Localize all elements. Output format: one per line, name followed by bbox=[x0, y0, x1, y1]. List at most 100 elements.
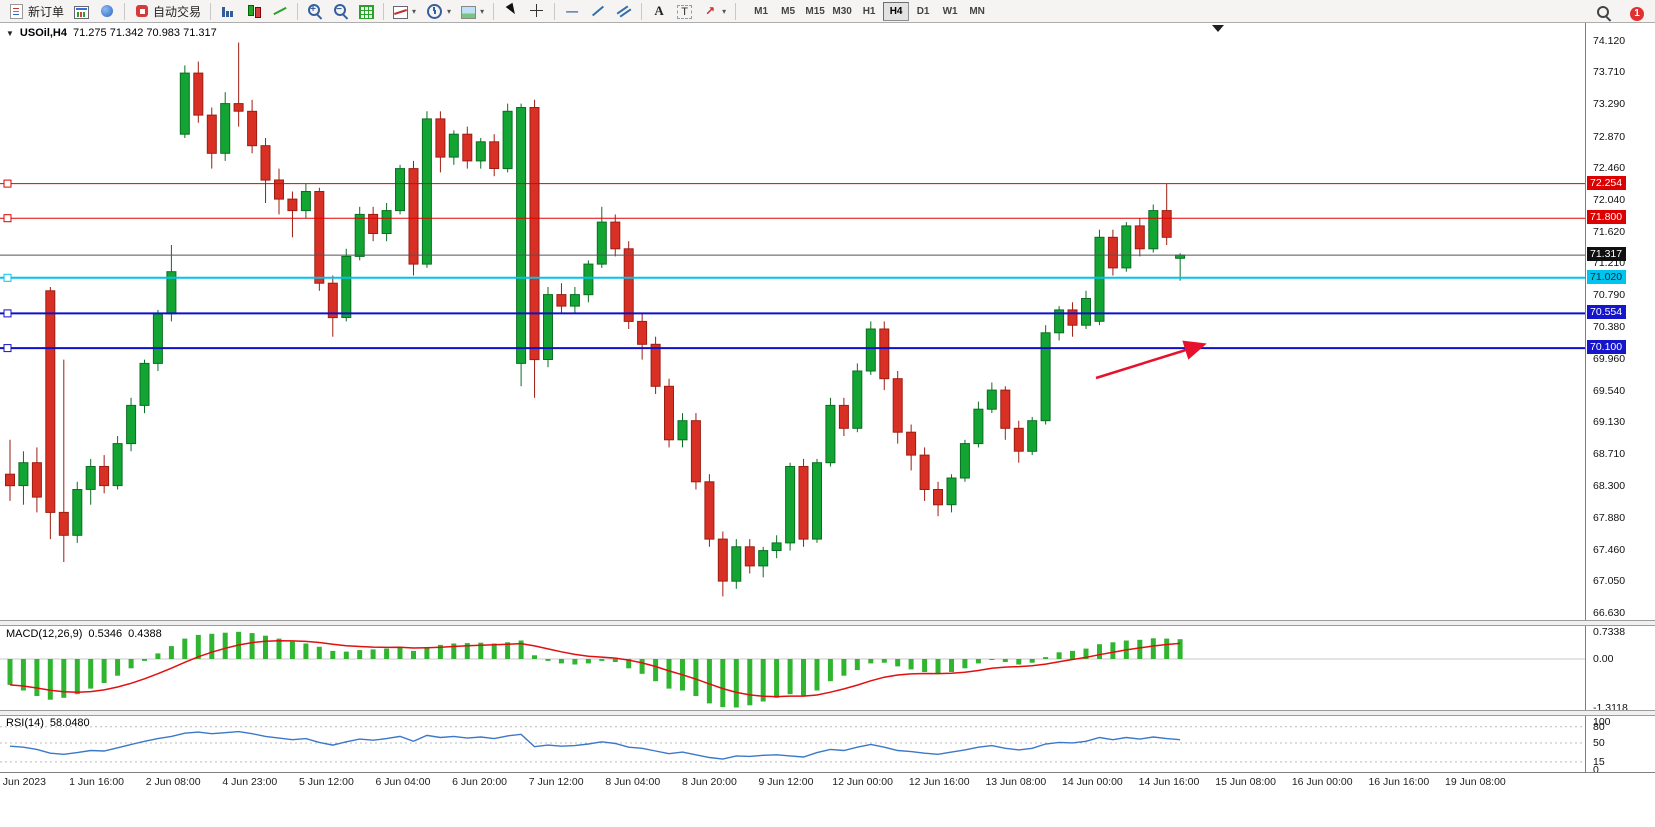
time-axis-label: 12 Jun 16:00 bbox=[908, 776, 970, 788]
notifications-button[interactable]: 1 bbox=[1625, 2, 1649, 24]
macd-axis-label: 0.7338 bbox=[1593, 625, 1626, 638]
arrows-button[interactable]: ↗ ▾ bbox=[697, 0, 731, 22]
panel-separator[interactable] bbox=[0, 620, 1655, 626]
tile-windows-button[interactable] bbox=[354, 0, 379, 22]
trendline-button[interactable] bbox=[585, 0, 611, 22]
arrowtool-icon: ↗ bbox=[705, 4, 716, 18]
toolbar-separator bbox=[493, 2, 495, 20]
timeframe-h1[interactable]: H1 bbox=[862, 5, 876, 17]
new-order-button[interactable]: 新订单 bbox=[3, 0, 69, 22]
macd-legend: MACD(12,26,9) 0.5346 0.4388 bbox=[6, 628, 162, 640]
doc-icon bbox=[10, 3, 23, 19]
rsi-axis-label: 50 bbox=[1593, 737, 1605, 749]
candles-group bbox=[5, 42, 1186, 597]
panel-separator[interactable] bbox=[0, 710, 1655, 716]
horizontal-line-button[interactable]: — bbox=[559, 0, 585, 22]
toolbar: 新订单 自动交易 + − ▾ ▾ ▾ — A T ↗ ▾ M1 M5 M15 M30 H1 H4 D1 W1 MN 1 bbox=[0, 0, 1655, 23]
time-axis-label: 4 Jun 23:00 bbox=[222, 776, 278, 788]
new-chart-button[interactable] bbox=[69, 0, 94, 22]
time-axis-label: 12 Jun 00:00 bbox=[832, 776, 893, 788]
chart-shift-marker[interactable] bbox=[1212, 25, 1224, 32]
toolbar-separator bbox=[124, 2, 126, 20]
price-badge-71.800: 71.800 bbox=[1587, 210, 1627, 225]
zoom-out-button[interactable]: − bbox=[328, 0, 354, 22]
price-chart-canvas[interactable] bbox=[0, 23, 1585, 620]
time-axis-label: 19 Jun 08:00 bbox=[1445, 776, 1506, 788]
chart-context-icon[interactable]: ▼ bbox=[6, 28, 14, 38]
price-badge-72.254: 72.254 bbox=[1587, 175, 1627, 190]
timeframe-m30[interactable]: M30 bbox=[832, 5, 852, 17]
price-axis-label: 70.790 bbox=[1593, 289, 1626, 302]
indicators-button[interactable]: ▾ bbox=[388, 0, 421, 22]
time-scale[interactable]: 1 Jun 2023 1 Jun 16:00 2 Jun 08:00 4 Jun 23… bbox=[0, 772, 1655, 790]
rsi-axis-label: 0 bbox=[1593, 764, 1599, 776]
channel-icon bbox=[616, 3, 632, 19]
line-chart-button[interactable] bbox=[267, 0, 293, 22]
bar-chart-button[interactable] bbox=[215, 0, 241, 22]
price-axis-label: 69.540 bbox=[1593, 384, 1626, 397]
timeframe-w1[interactable]: W1 bbox=[942, 5, 958, 17]
periods-button[interactable]: ▾ bbox=[421, 0, 456, 22]
time-axis-label: 16 Jun 16:00 bbox=[1368, 776, 1430, 788]
badge1-icon: 1 bbox=[1630, 6, 1644, 21]
zoom-in-button[interactable]: + bbox=[302, 0, 328, 22]
dropdown-caret-icon: ▾ bbox=[480, 6, 485, 16]
macd-main-value: 0.5346 bbox=[88, 628, 123, 640]
channel-button[interactable] bbox=[611, 0, 637, 22]
toolbar-separator bbox=[210, 2, 212, 20]
cursor-button[interactable] bbox=[498, 0, 524, 22]
clock-icon bbox=[427, 3, 443, 19]
time-axis-label: 8 Jun 04:00 bbox=[605, 776, 661, 788]
dropdown-caret-icon: ▾ bbox=[447, 6, 452, 16]
timeframe-d1[interactable]: D1 bbox=[916, 5, 930, 17]
rsi-panel[interactable] bbox=[0, 716, 1585, 772]
price-axis-label: 68.300 bbox=[1593, 479, 1626, 492]
text-button[interactable]: A bbox=[646, 0, 672, 22]
zoomin-sign: + bbox=[310, 4, 316, 15]
profiles-button[interactable] bbox=[94, 0, 120, 22]
price-chart-panel[interactable] bbox=[0, 23, 1585, 620]
timeframe-m15[interactable]: M15 bbox=[805, 5, 825, 17]
macd-panel[interactable] bbox=[0, 626, 1585, 710]
search-button[interactable] bbox=[1591, 2, 1617, 24]
timeframe-h4[interactable]: H4 bbox=[883, 1, 910, 21]
price-scale[interactable]: 74.120 73.710 73.290 72.870 72.460 72.040 71.6… bbox=[1585, 23, 1655, 776]
dropdown-caret-icon: ▾ bbox=[412, 6, 417, 16]
A-icon: A bbox=[654, 3, 664, 18]
rsi-canvas[interactable] bbox=[0, 716, 1585, 772]
time-axis-label: 13 Jun 08:00 bbox=[985, 776, 1047, 788]
crosshair-button[interactable] bbox=[524, 0, 550, 22]
cross-icon bbox=[529, 3, 545, 19]
timeframe-m5[interactable]: M5 bbox=[781, 5, 796, 17]
timeframe-mn[interactable]: MN bbox=[969, 5, 985, 17]
time-axis-label: 5 Jun 12:00 bbox=[298, 776, 354, 788]
price-badge-70.100: 70.100 bbox=[1587, 340, 1627, 355]
time-axis-label: 6 Jun 20:00 bbox=[452, 776, 508, 788]
time-axis-label: 7 Jun 12:00 bbox=[528, 776, 584, 788]
toolbar-separator bbox=[383, 2, 385, 20]
cursor-icon bbox=[503, 3, 519, 19]
price-axis-label: 74.120 bbox=[1593, 35, 1626, 47]
rsi-name: RSI(14) bbox=[6, 717, 44, 729]
bars-icon bbox=[220, 3, 236, 19]
time-axis-label: 16 Jun 00:00 bbox=[1291, 776, 1353, 788]
toolbar-separator bbox=[297, 2, 299, 20]
macd-canvas[interactable] bbox=[0, 626, 1585, 710]
price-badge-71.020: 71.020 bbox=[1587, 269, 1627, 284]
templates-button[interactable]: ▾ bbox=[456, 0, 489, 22]
rsi-value: 58.0480 bbox=[49, 717, 90, 729]
auto-trading-button[interactable]: 自动交易 bbox=[129, 0, 206, 22]
rsi-axis-label: 100 bbox=[1593, 716, 1611, 728]
time-axis-label: 14 Jun 16:00 bbox=[1138, 776, 1200, 788]
candlestick-chart-button[interactable] bbox=[241, 0, 267, 22]
time-axis-label: 14 Jun 00:00 bbox=[1062, 776, 1123, 788]
price-axis-label: 72.040 bbox=[1593, 193, 1626, 206]
time-axis-label: 9 Jun 12:00 bbox=[758, 776, 814, 788]
text-label-button[interactable]: T bbox=[672, 0, 697, 22]
linechart-icon bbox=[272, 3, 288, 19]
horizontal-lines-group[interactable] bbox=[0, 179, 1585, 353]
price-axis-label: 68.710 bbox=[1593, 448, 1626, 461]
timeframe-m1[interactable]: M1 bbox=[754, 5, 769, 17]
arrow-annotation[interactable] bbox=[1095, 340, 1207, 380]
